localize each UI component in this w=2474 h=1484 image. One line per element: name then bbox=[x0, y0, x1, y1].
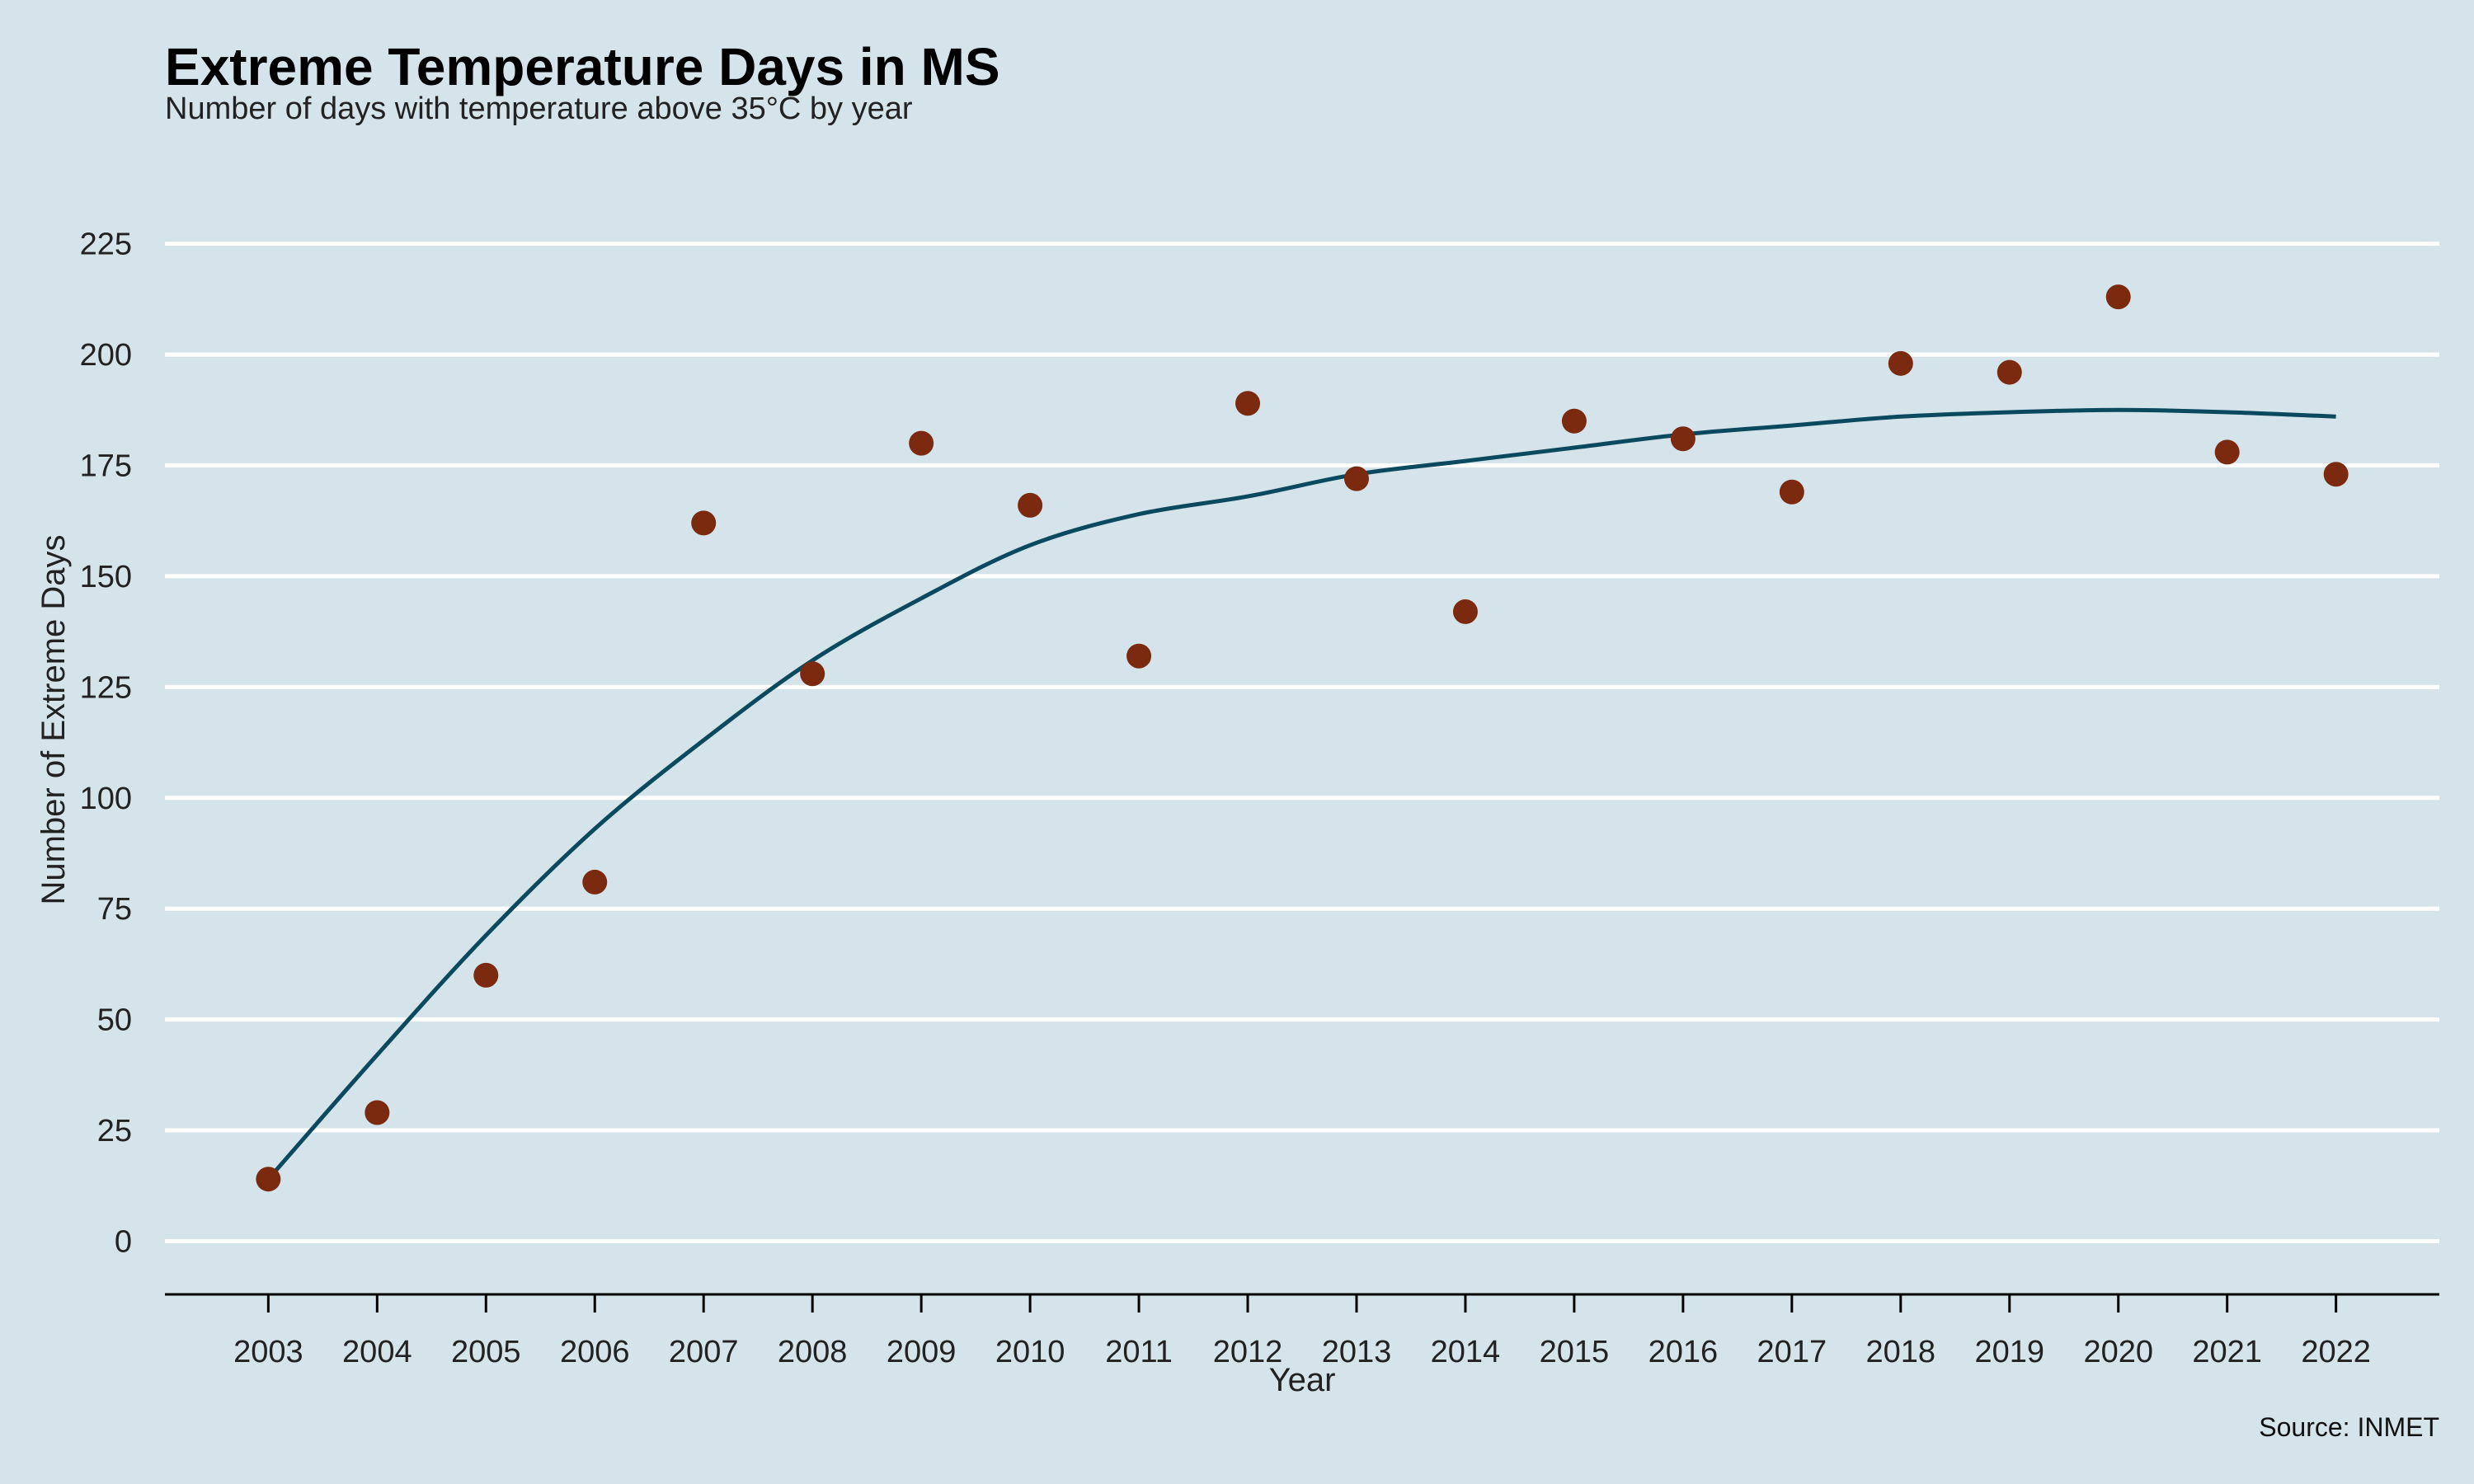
data-point-2005 bbox=[473, 962, 499, 988]
data-point-2020 bbox=[2105, 284, 2131, 310]
x-tick-label-2015: 2015 bbox=[1540, 1335, 1610, 1369]
data-point-2014 bbox=[1452, 599, 1478, 624]
y-tick-label-175: 175 bbox=[80, 448, 132, 483]
data-point-2007 bbox=[691, 510, 717, 536]
x-tick-label-2018: 2018 bbox=[1866, 1335, 1936, 1369]
x-tick-label-2017: 2017 bbox=[1757, 1335, 1827, 1369]
x-tick-label-2022: 2022 bbox=[2301, 1335, 2371, 1369]
x-tick-label-2009: 2009 bbox=[887, 1335, 957, 1369]
x-tick-label-2008: 2008 bbox=[778, 1335, 848, 1369]
data-point-2009 bbox=[909, 430, 934, 456]
x-axis-title: Year bbox=[1269, 1362, 1336, 1398]
x-tick-label-2016: 2016 bbox=[1649, 1335, 1719, 1369]
data-point-2019 bbox=[1997, 359, 2022, 385]
x-tick-label-2003: 2003 bbox=[233, 1335, 303, 1369]
data-point-2003 bbox=[256, 1167, 281, 1192]
x-tick-label-2011: 2011 bbox=[1105, 1335, 1173, 1369]
data-point-2022 bbox=[2323, 462, 2349, 487]
x-tick-label-2021: 2021 bbox=[2192, 1335, 2262, 1369]
data-point-2021 bbox=[2214, 439, 2240, 465]
y-tick-label-25: 25 bbox=[97, 1114, 132, 1148]
data-point-2004 bbox=[365, 1100, 390, 1125]
y-axis-title: Number of Extreme Days bbox=[35, 534, 72, 904]
y-tick-label-75: 75 bbox=[97, 892, 132, 927]
x-tick-label-2020: 2020 bbox=[2083, 1335, 2153, 1369]
data-points bbox=[256, 284, 2349, 1192]
x-tick-label-2004: 2004 bbox=[342, 1335, 412, 1369]
y-tick-label-200: 200 bbox=[80, 338, 132, 373]
data-point-2011 bbox=[1126, 643, 1152, 669]
trend-line bbox=[266, 407, 2336, 1181]
x-tick-label-2012: 2012 bbox=[1213, 1335, 1283, 1369]
gridlines bbox=[165, 242, 2439, 1243]
chart-subtitle: Number of days with temperature above 35… bbox=[165, 92, 913, 126]
data-point-2012 bbox=[1235, 391, 1261, 416]
x-tick-label-2007: 2007 bbox=[669, 1335, 739, 1369]
y-tick-label-125: 125 bbox=[80, 670, 132, 705]
x-tick-label-2013: 2013 bbox=[1322, 1335, 1392, 1369]
y-tick-label-0: 0 bbox=[115, 1224, 132, 1259]
data-point-2016 bbox=[1670, 426, 1696, 452]
x-tick-label-2019: 2019 bbox=[1974, 1335, 2044, 1369]
data-point-2008 bbox=[800, 661, 825, 687]
data-point-2015 bbox=[1561, 408, 1587, 434]
x-tick-label-2010: 2010 bbox=[995, 1335, 1065, 1369]
x-tick-label-2014: 2014 bbox=[1431, 1335, 1501, 1369]
data-point-2017 bbox=[1779, 479, 1804, 505]
y-tick-label-100: 100 bbox=[80, 782, 132, 816]
x-tick-label-2006: 2006 bbox=[560, 1335, 630, 1369]
y-axis-ticks: 0 25 50 75 100 125 150 175 200 225 bbox=[80, 228, 132, 1260]
y-tick-label-50: 50 bbox=[97, 1003, 132, 1038]
x-tick-label-2005: 2005 bbox=[451, 1335, 521, 1369]
data-point-2013 bbox=[1343, 466, 1369, 491]
caption-source: Source: INMET bbox=[2259, 1412, 2439, 1442]
chart-title: Extreme Temperature Days in MS bbox=[165, 37, 1000, 96]
data-point-2006 bbox=[582, 869, 608, 895]
y-tick-label-225: 225 bbox=[80, 228, 132, 262]
data-point-2018 bbox=[1888, 350, 1913, 376]
data-point-2010 bbox=[1018, 492, 1043, 518]
y-tick-label-150: 150 bbox=[80, 560, 132, 594]
x-axis-ticks: 2003 2004 2005 2006 2007 2008 2009 2010 2011 2012… bbox=[233, 1294, 2371, 1369]
